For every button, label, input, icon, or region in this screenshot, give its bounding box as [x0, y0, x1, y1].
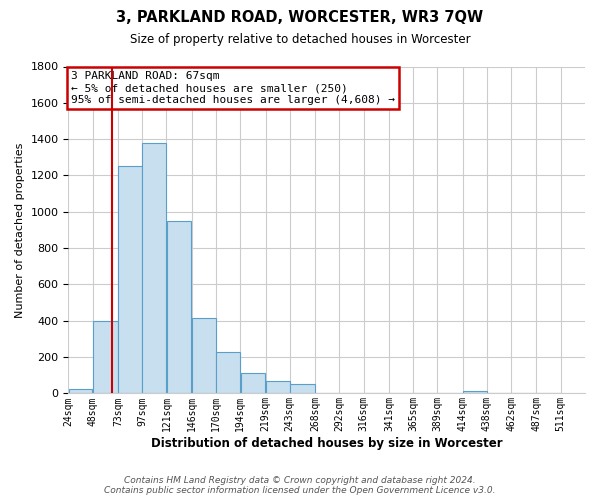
Bar [167, 221, 191, 394]
Text: Contains HM Land Registry data © Crown copyright and database right 2024.
Contai: Contains HM Land Registry data © Crown c… [104, 476, 496, 495]
Bar [266, 380, 290, 394]
Bar [290, 384, 315, 394]
Text: 3, PARKLAND ROAD, WORCESTER, WR3 7QW: 3, PARKLAND ROAD, WORCESTER, WR3 7QW [116, 10, 484, 25]
Bar [463, 390, 487, 394]
Bar [118, 166, 142, 394]
Bar [93, 321, 118, 394]
Bar [192, 318, 216, 394]
Bar [142, 143, 166, 394]
Text: 3 PARKLAND ROAD: 67sqm
← 5% of detached houses are smaller (250)
95% of semi-det: 3 PARKLAND ROAD: 67sqm ← 5% of detached … [71, 72, 395, 104]
Text: Size of property relative to detached houses in Worcester: Size of property relative to detached ho… [130, 32, 470, 46]
X-axis label: Distribution of detached houses by size in Worcester: Distribution of detached houses by size … [151, 437, 503, 450]
Bar [216, 352, 240, 394]
Y-axis label: Number of detached properties: Number of detached properties [15, 142, 25, 318]
Bar [241, 374, 265, 394]
Bar [68, 389, 92, 394]
